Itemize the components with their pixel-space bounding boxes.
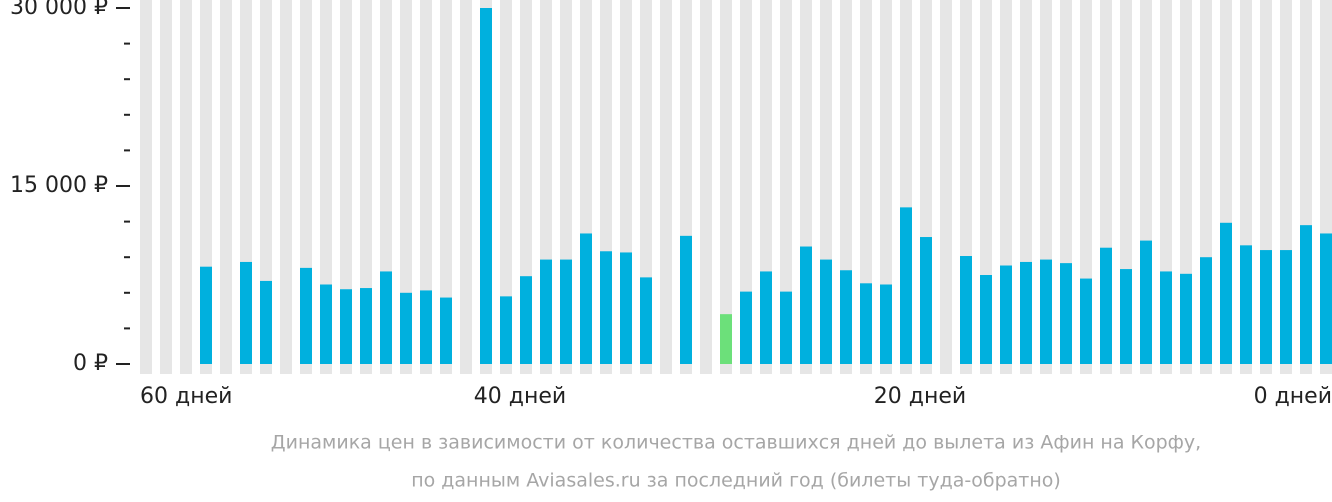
x-tick-label: 0 дней bbox=[1254, 384, 1332, 409]
x-tick-label: 40 дней bbox=[474, 384, 566, 409]
bar bbox=[1080, 278, 1092, 364]
bar bbox=[560, 259, 572, 364]
column-background bbox=[720, 0, 732, 374]
column-background bbox=[700, 0, 712, 374]
bar bbox=[1120, 269, 1132, 364]
bar bbox=[1240, 245, 1252, 364]
column-background bbox=[440, 0, 452, 374]
bar bbox=[420, 290, 432, 364]
bar bbox=[1020, 261, 1032, 364]
column-background bbox=[140, 0, 152, 374]
bar bbox=[820, 259, 832, 364]
x-tick-label: 60 дней bbox=[140, 384, 232, 409]
column-background bbox=[780, 0, 792, 374]
bar bbox=[500, 296, 512, 364]
bar bbox=[1260, 250, 1272, 364]
bar bbox=[920, 237, 932, 364]
bar bbox=[900, 207, 912, 364]
bar bbox=[440, 297, 452, 364]
bar bbox=[200, 266, 212, 364]
bar bbox=[1220, 222, 1232, 364]
column-background bbox=[500, 0, 512, 374]
bar bbox=[360, 288, 372, 364]
bar bbox=[480, 8, 492, 364]
bar bbox=[400, 292, 412, 364]
column-background bbox=[940, 0, 952, 374]
column-background bbox=[260, 0, 272, 374]
bar bbox=[580, 233, 592, 364]
bar bbox=[1140, 240, 1152, 364]
bar bbox=[840, 270, 852, 364]
bar bbox=[600, 251, 612, 364]
column-background bbox=[360, 0, 372, 374]
bar bbox=[740, 291, 752, 364]
column-background bbox=[420, 0, 432, 374]
y-tick-label: 0 ₽ bbox=[73, 351, 108, 376]
column-background bbox=[740, 0, 752, 374]
bar bbox=[980, 275, 992, 364]
bar bbox=[1180, 273, 1192, 364]
bar bbox=[300, 267, 312, 364]
bar bbox=[800, 246, 812, 364]
column-background bbox=[220, 0, 232, 374]
bar bbox=[720, 314, 732, 364]
bar bbox=[380, 271, 392, 364]
bar bbox=[340, 289, 352, 364]
column-background bbox=[340, 0, 352, 374]
x-tick-label: 20 дней bbox=[874, 384, 966, 409]
column-background bbox=[400, 0, 412, 374]
bar bbox=[1000, 265, 1012, 364]
column-background bbox=[860, 0, 872, 374]
bar bbox=[1280, 250, 1292, 364]
bar bbox=[260, 280, 272, 364]
bar bbox=[640, 277, 652, 364]
bar bbox=[780, 291, 792, 364]
bar bbox=[1300, 225, 1312, 364]
y-tick-label: 15 000 ₽ bbox=[10, 173, 108, 198]
y-tick-label: 30 000 ₽ bbox=[10, 0, 108, 20]
caption: Динамика цен в зависимости от количества… bbox=[271, 432, 1201, 454]
column-background bbox=[160, 0, 172, 374]
bar bbox=[860, 283, 872, 364]
bar bbox=[1200, 257, 1212, 364]
bar bbox=[320, 284, 332, 364]
bar bbox=[240, 261, 252, 364]
bar bbox=[760, 271, 772, 364]
bar bbox=[680, 235, 692, 364]
bar bbox=[960, 256, 972, 364]
bar bbox=[1060, 263, 1072, 364]
bar bbox=[880, 284, 892, 364]
column-background bbox=[180, 0, 192, 374]
column-background bbox=[660, 0, 672, 374]
bar bbox=[540, 259, 552, 364]
column-background bbox=[280, 0, 292, 374]
column-background bbox=[320, 0, 332, 374]
bar bbox=[1040, 259, 1052, 364]
caption: по данным Aviasales.ru за последний год … bbox=[411, 470, 1061, 492]
bar bbox=[620, 252, 632, 364]
bar bbox=[520, 276, 532, 364]
bar bbox=[1320, 233, 1332, 364]
bar bbox=[1100, 247, 1112, 364]
column-background bbox=[880, 0, 892, 374]
column-background bbox=[460, 0, 472, 374]
bar bbox=[1160, 271, 1172, 364]
